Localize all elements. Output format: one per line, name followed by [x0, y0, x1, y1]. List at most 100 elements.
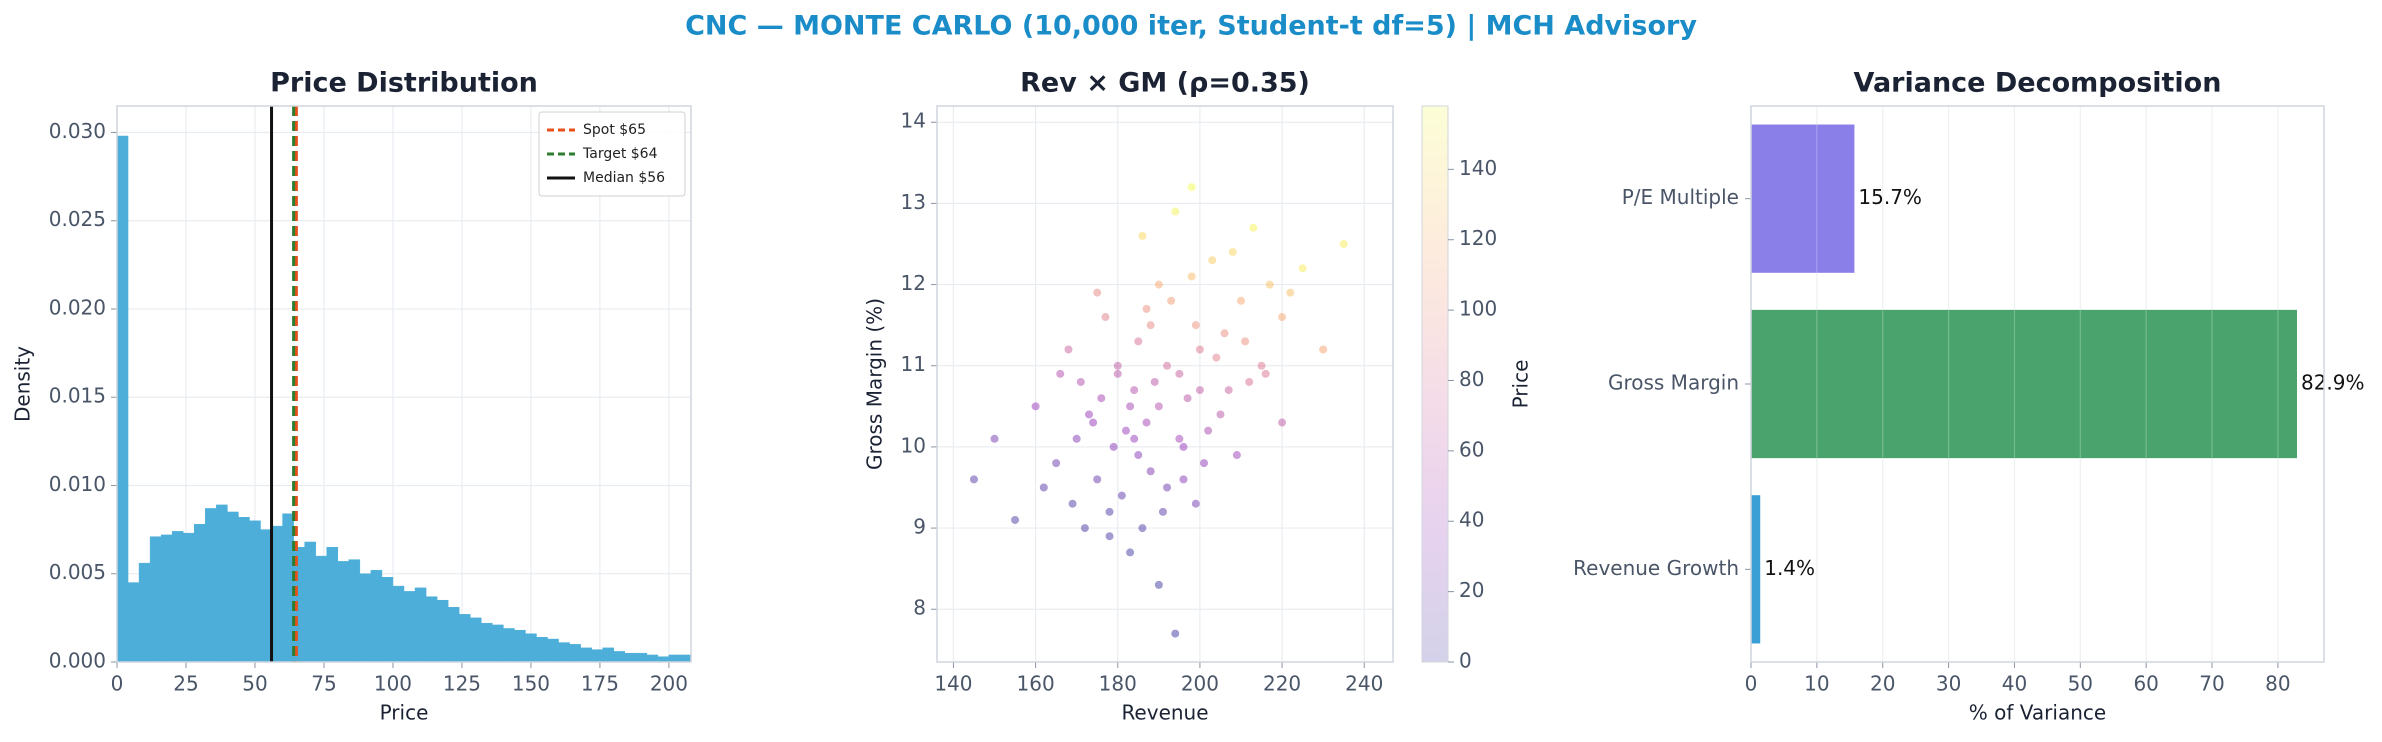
scatter-point — [1220, 329, 1229, 338]
scatter-point — [1039, 483, 1048, 492]
x-tick-label: 240 — [1345, 672, 1383, 696]
x-tick-label: 80 — [2265, 672, 2290, 696]
scatter-point — [1154, 580, 1163, 589]
histogram-bar — [447, 607, 460, 663]
x-tick-label: 125 — [443, 672, 481, 696]
scatter-point — [1232, 451, 1241, 460]
x-tick-label: 75 — [311, 672, 336, 696]
scatter-point — [1278, 418, 1287, 427]
scatter-point — [1130, 386, 1139, 395]
histogram-bar — [569, 644, 581, 663]
histogram-bar — [149, 536, 162, 663]
y-tick-label: 10 — [901, 433, 926, 457]
y-tick-label: 0.015 — [49, 384, 106, 408]
scatter-point — [1261, 369, 1270, 378]
histogram-bar — [481, 622, 493, 663]
colorbar-tick-label: 100 — [1459, 297, 1497, 321]
scatter-point — [1200, 459, 1209, 468]
scatter-point — [1187, 183, 1196, 192]
y-tick-label: 0.005 — [49, 560, 106, 584]
histogram-bar — [337, 561, 350, 663]
scatter-point — [1245, 377, 1254, 386]
histogram-bar — [635, 652, 648, 663]
colorbar-tick-label: 60 — [1459, 437, 1484, 461]
scatter-point — [1134, 337, 1143, 346]
scatter-point — [1146, 321, 1155, 330]
colorbar-tick-label: 0 — [1459, 649, 1472, 673]
y-tick-label: 0.025 — [49, 207, 106, 231]
y-axis-label: Gross Margin (%) — [863, 298, 887, 470]
scatter-point — [1163, 483, 1172, 492]
bar — [1751, 309, 2297, 459]
colorbar-tick-label: 20 — [1459, 578, 1484, 602]
histogram-bar — [194, 524, 206, 663]
legend-label: Median $56 — [583, 170, 665, 186]
scatter-point — [1068, 499, 1077, 508]
scatter-point — [1011, 515, 1020, 524]
scatter-point — [1191, 321, 1200, 330]
x-axis-label: Revenue — [1121, 701, 1208, 725]
scatter-point — [1093, 288, 1102, 297]
scatter-point — [1031, 402, 1040, 411]
x-axis-label: % of Variance — [1969, 701, 2106, 725]
colorbar-label: Price — [1509, 360, 1533, 409]
scatter-point — [1286, 288, 1295, 297]
histogram-bar — [392, 585, 405, 663]
histogram-bar — [326, 547, 339, 663]
x-tick-label: 50 — [2068, 672, 2093, 696]
scatter-point — [1142, 304, 1151, 313]
histogram-bar — [436, 599, 449, 663]
scatter-point — [1113, 361, 1122, 370]
histogram-bar — [602, 647, 614, 663]
histogram-bar — [116, 135, 129, 663]
bar — [1751, 495, 1761, 644]
scatter-point — [1339, 239, 1348, 248]
scatter-point — [990, 434, 999, 443]
x-tick-label: 100 — [374, 672, 412, 696]
histogram-bar — [282, 513, 294, 663]
scatter-point — [1179, 442, 1188, 451]
colorbar-tick-label: 140 — [1459, 156, 1497, 180]
histogram-bar — [182, 532, 195, 663]
scatter-point — [1093, 475, 1102, 484]
scatter-point — [1208, 256, 1217, 265]
x-tick-label: 140 — [934, 672, 972, 696]
colorbar-tick-label: 80 — [1459, 367, 1484, 391]
axes-title: Price Distribution — [270, 68, 538, 99]
histogram-bar — [359, 573, 372, 663]
histogram-bar — [525, 633, 537, 663]
scatter-point — [1076, 377, 1085, 386]
scatter-point — [1113, 369, 1122, 378]
category-label: Revenue Growth — [1573, 556, 1739, 580]
histogram-bar — [138, 562, 151, 663]
histogram-bar — [160, 534, 173, 663]
scatter-point — [1146, 467, 1155, 476]
colorbar — [1421, 105, 1449, 663]
x-tick-label: 160 — [1017, 672, 1055, 696]
x-tick-label: 10 — [1804, 672, 1829, 696]
scatter-point — [1089, 418, 1098, 427]
histogram-bar — [646, 654, 659, 663]
histogram-bar — [205, 508, 217, 663]
scatter-point — [1179, 475, 1188, 484]
histogram-bar — [260, 529, 272, 663]
category-label: P/E Multiple — [1622, 185, 1739, 209]
scatter-point — [1150, 377, 1159, 386]
scatter-point — [1109, 442, 1118, 451]
scatter-point — [969, 475, 978, 484]
scatter-point — [1154, 280, 1163, 289]
x-tick-label: 220 — [1263, 672, 1301, 696]
scatter-point — [1278, 313, 1287, 322]
scatter-point — [1195, 386, 1204, 395]
histogram-bar — [657, 656, 670, 663]
scatter-point — [1126, 548, 1135, 557]
scatter-point — [1241, 337, 1250, 346]
histogram-bar — [514, 629, 526, 663]
scatter-point — [1228, 248, 1237, 257]
scatter-point — [1097, 394, 1106, 403]
x-tick-label: 200 — [1181, 672, 1219, 696]
histogram-bar — [227, 511, 239, 663]
scatter-point — [1056, 369, 1065, 378]
y-tick-label: 11 — [901, 352, 926, 376]
